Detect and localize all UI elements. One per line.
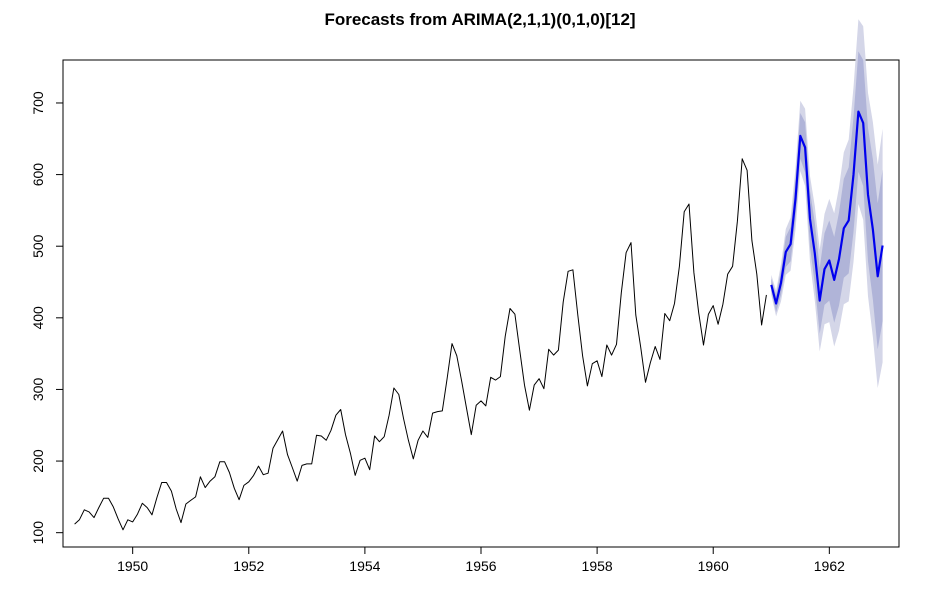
- y-tick-label: 100: [30, 521, 46, 545]
- series-lines: [74, 110, 884, 531]
- y-tick-label: 600: [30, 163, 46, 187]
- forecast-line: [770, 110, 884, 305]
- y-tick-label: 200: [30, 449, 46, 473]
- y-tick-label: 700: [30, 91, 46, 115]
- x-tick-label: 1960: [698, 558, 729, 574]
- interval-80-band: [771, 51, 883, 350]
- y-tick-label: 300: [30, 378, 46, 402]
- y-tick-label: 400: [30, 306, 46, 330]
- forecast-intervals: [771, 19, 883, 388]
- y-axis: 100 200 300 400 500 600 700: [30, 91, 64, 545]
- x-tick-label: 1952: [233, 558, 264, 574]
- observed-line: [74, 158, 767, 531]
- y-tick-label: 500: [30, 234, 46, 258]
- x-tick-label: 1956: [465, 558, 496, 574]
- chart-title: Forecasts from ARIMA(2,1,1)(0,1,0)[12]: [324, 10, 636, 29]
- x-axis: 1950 1952 1954 1956 1958 1960 1962: [117, 546, 845, 574]
- x-tick-label: 1958: [582, 558, 613, 574]
- x-tick-label: 1962: [814, 558, 845, 574]
- x-tick-label: 1950: [117, 558, 148, 574]
- x-tick-label: 1954: [349, 558, 380, 574]
